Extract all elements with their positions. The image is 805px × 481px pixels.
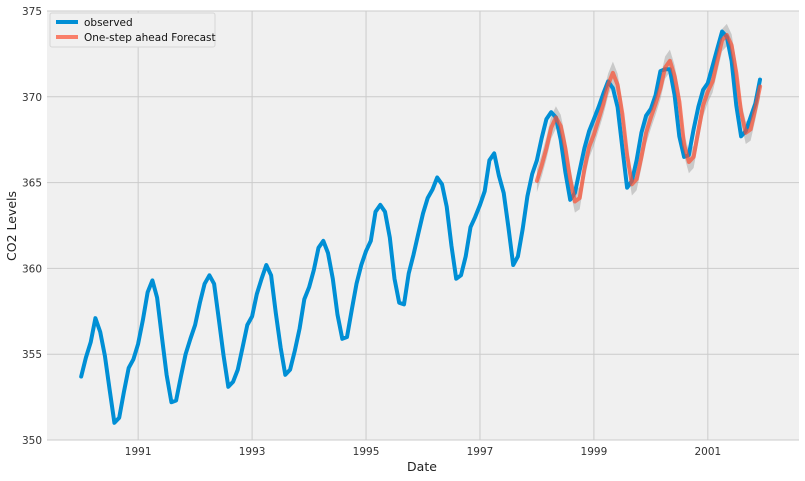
- y-tick-label: 355: [22, 349, 42, 361]
- x-tick-label: 1991: [125, 446, 152, 458]
- legend-label-forecast: One-step ahead Forecast: [84, 32, 216, 44]
- x-tick-label: 1993: [239, 446, 266, 458]
- y-tick-label: 370: [22, 92, 42, 104]
- x-axis-label: Date: [407, 459, 437, 474]
- y-tick-label: 375: [22, 6, 42, 18]
- legend: observed One-step ahead Forecast: [49, 12, 216, 48]
- series-line-observed: [79, 29, 762, 425]
- x-tick-label: 1997: [467, 446, 494, 458]
- series-line-forecast: [534, 33, 763, 204]
- y-tick-label: 350: [22, 435, 42, 447]
- legend-label-observed: observed: [84, 17, 133, 29]
- x-tick-label: 1999: [581, 446, 608, 458]
- series-layer: [79, 23, 763, 425]
- x-axis-ticks: 1991 1993 1995 1997 1999 2001: [125, 446, 721, 458]
- y-axis-label: CO2 Levels: [4, 191, 19, 261]
- x-tick-label: 1995: [353, 446, 380, 458]
- y-tick-label: 365: [22, 178, 42, 190]
- plot-area: [47, 11, 799, 440]
- confidence-interval-band: [536, 23, 761, 213]
- legend-box: [49, 12, 216, 48]
- y-axis-ticks: 350 355 360 365 370 375: [22, 6, 42, 447]
- x-tick-label: 2001: [694, 446, 721, 458]
- y-tick-label: 360: [22, 263, 42, 275]
